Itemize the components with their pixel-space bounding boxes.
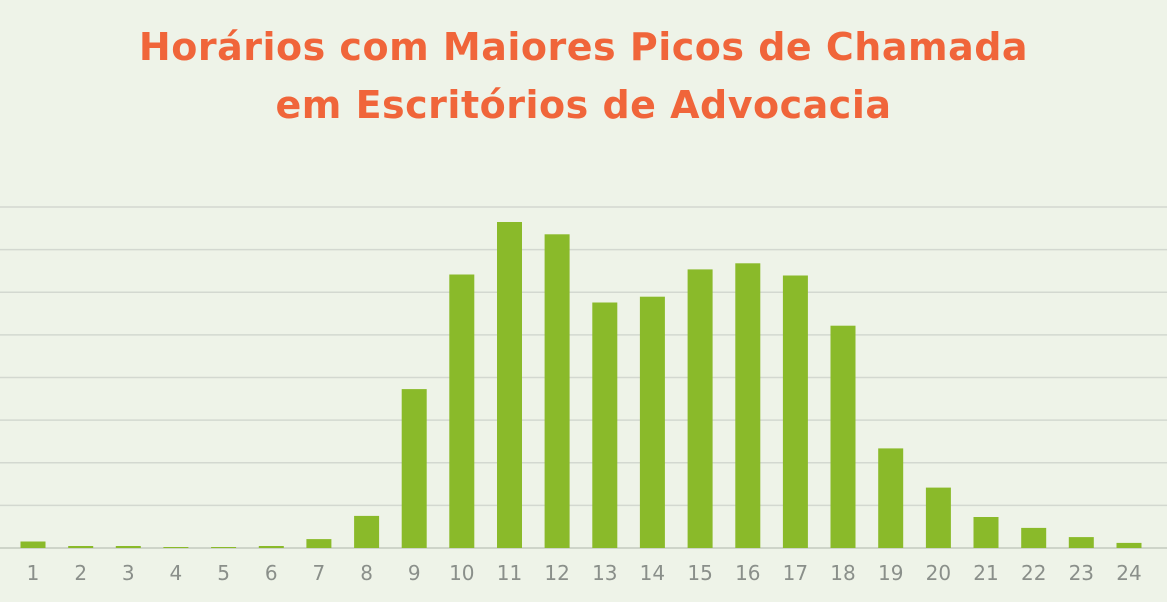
chart-title-line-2: em Escritórios de Advocacia (275, 83, 892, 127)
bar-hour-4 (163, 547, 189, 548)
bar-hour-3 (115, 546, 141, 548)
bar-hour-21 (973, 517, 999, 548)
chart-title-line-1: Horários com Maiores Picos de Chamada (138, 25, 1029, 69)
x-tick-label-15: 15 (687, 561, 712, 585)
bar-hour-24 (1116, 542, 1142, 548)
x-tick-label-12: 12 (544, 561, 569, 585)
bar-hour-13 (592, 302, 618, 548)
x-tick-label-9: 9 (408, 561, 421, 585)
bar-hour-7 (306, 539, 332, 548)
x-tick-label-1: 1 (27, 561, 40, 585)
x-tick-label-23: 23 (1069, 561, 1094, 585)
x-tick-label-6: 6 (265, 561, 278, 585)
bar-hour-20 (925, 487, 951, 548)
x-tick-label-20: 20 (926, 561, 951, 585)
bar-hour-14 (639, 296, 665, 548)
x-tick-label-16: 16 (735, 561, 760, 585)
bar-hour-19 (878, 448, 904, 548)
x-tick-labels: 1 2 3 4 5 6 7 8 9 10 11 12 13 14 15 16 17 18 19 20 21 22 23 24 (27, 561, 1142, 585)
bars (20, 222, 1142, 549)
bar-hour-22 (1021, 527, 1047, 548)
x-tick-label-17: 17 (783, 561, 808, 585)
bar-hour-23 (1068, 537, 1094, 548)
x-tick-label-22: 22 (1021, 561, 1046, 585)
chart-title: Horários com Maiores Picos de Chamada em… (0, 18, 1167, 134)
x-tick-label-19: 19 (878, 561, 903, 585)
bar-hour-12 (544, 234, 570, 549)
bar-hour-5 (211, 547, 237, 548)
bar-hour-18 (830, 325, 856, 548)
bar-hour-8 (354, 515, 380, 548)
x-tick-label-11: 11 (497, 561, 522, 585)
x-tick-label-13: 13 (592, 561, 617, 585)
bar-hour-17 (782, 275, 808, 548)
x-tick-label-18: 18 (830, 561, 855, 585)
x-tick-label-5: 5 (217, 561, 230, 585)
x-tick-label-24: 24 (1116, 561, 1141, 585)
grid-lines (0, 206, 1167, 549)
x-tick-label-4: 4 (170, 561, 183, 585)
x-tick-label-2: 2 (74, 561, 87, 585)
bar-hour-6 (258, 546, 284, 548)
bar-hour-9 (401, 389, 427, 548)
bar-hour-10 (449, 274, 475, 548)
bar-hour-16 (735, 263, 761, 548)
x-tick-label-10: 10 (449, 561, 474, 585)
bar-hour-11 (497, 222, 522, 548)
x-tick-label-3: 3 (122, 561, 135, 585)
bar-hour-2 (68, 546, 94, 548)
x-tick-label-21: 21 (973, 561, 998, 585)
bar-hour-1 (20, 541, 46, 548)
bar-hour-15 (687, 269, 713, 548)
x-tick-label-7: 7 (313, 561, 326, 585)
x-tick-label-14: 14 (640, 561, 665, 585)
x-tick-label-8: 8 (360, 561, 373, 585)
